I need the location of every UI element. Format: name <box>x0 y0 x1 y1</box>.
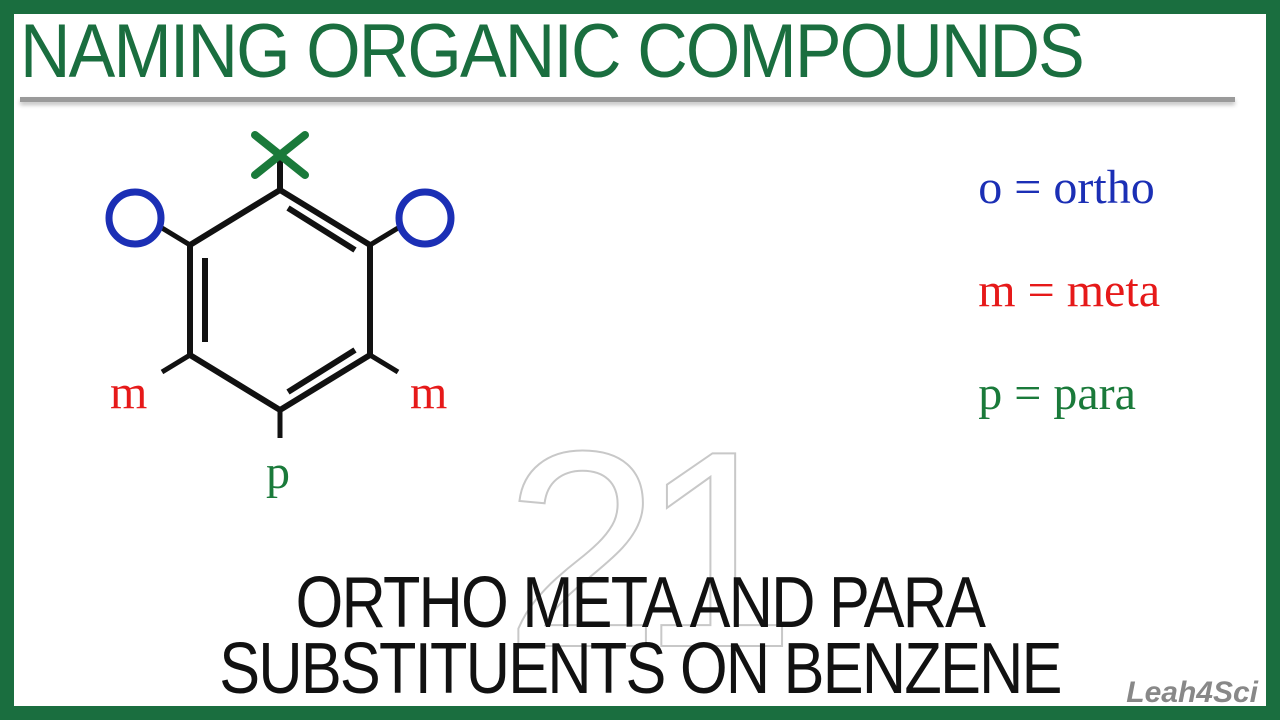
subtitle: ORTHO META AND PARA SUBSTITUENTS ON BENZ… <box>20 570 1260 702</box>
benzene-ring <box>190 190 370 410</box>
legend-meta: m = meta <box>978 263 1160 318</box>
main-content: m m p o = ortho m = meta p = para <box>40 130 1240 570</box>
legend-word: para <box>1053 367 1136 420</box>
legend-word: meta <box>1067 264 1160 317</box>
ortho-bond-right <box>370 228 398 245</box>
meta-label-right: m <box>410 366 447 419</box>
legend-symbol: o <box>978 161 1002 214</box>
para-label: p <box>266 446 290 499</box>
subtitle-line2: SUBSTITUENTS ON BENZENE <box>113 636 1167 702</box>
ortho-bond-left <box>162 228 190 245</box>
meta-label-left: m <box>110 366 147 419</box>
legend-eq: = <box>1014 367 1041 420</box>
header: NAMING ORGANIC COMPOUNDS <box>20 8 1260 102</box>
legend-symbol: m <box>978 264 1015 317</box>
legend-eq: = <box>1028 264 1055 317</box>
ortho-circle-left <box>109 192 161 244</box>
benzene-diagram: m m p <box>80 130 480 510</box>
legend-para: p = para <box>978 366 1160 421</box>
meta-bond-right <box>370 355 398 372</box>
ortho-circle-right <box>399 192 451 244</box>
legend: o = ortho m = meta p = para <box>978 160 1160 469</box>
title-divider <box>20 97 1235 102</box>
page-title: NAMING ORGANIC COMPOUNDS <box>20 8 1161 95</box>
meta-bond-left <box>162 355 190 372</box>
legend-ortho: o = ortho <box>978 160 1160 215</box>
legend-word: ortho <box>1053 161 1154 214</box>
legend-eq: = <box>1014 161 1041 214</box>
brand-watermark: Leah4Sci <box>1126 676 1258 710</box>
legend-symbol: p <box>978 367 1002 420</box>
subtitle-line1: ORTHO META AND PARA <box>113 570 1167 636</box>
